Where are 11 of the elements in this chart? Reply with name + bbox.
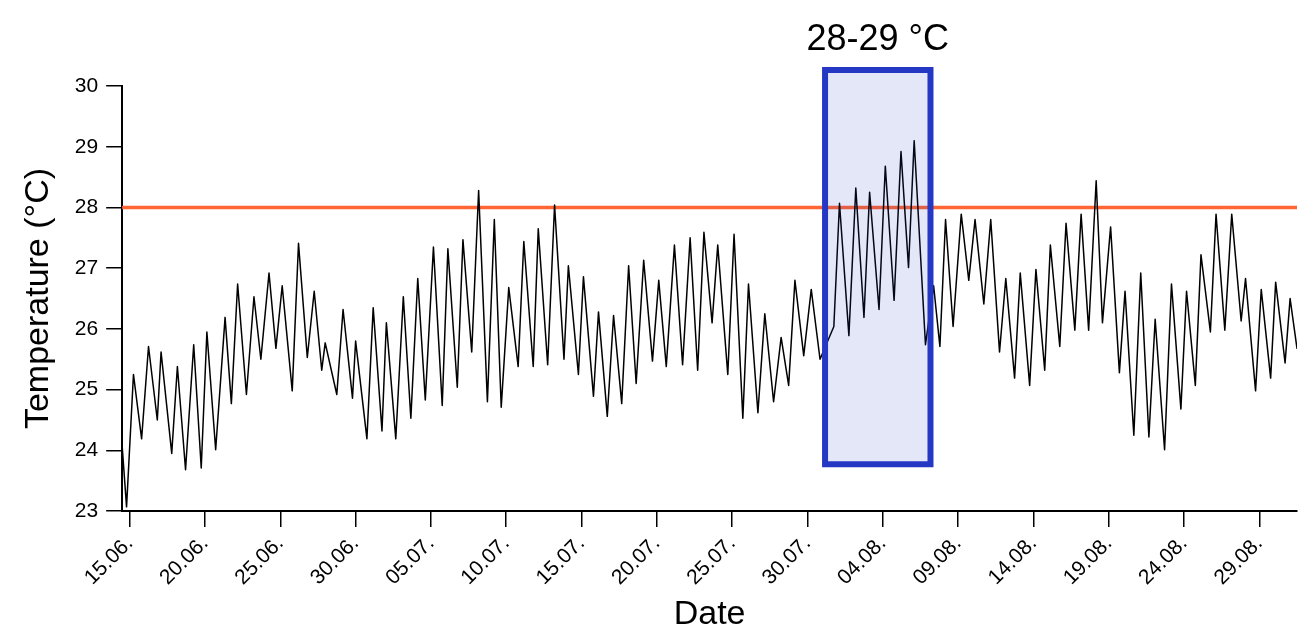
x-axis-title: Date — [673, 592, 746, 631]
band-label: 28-29 °C — [806, 16, 950, 58]
y-tick-label: 25 — [74, 376, 99, 400]
y-tick-label: 23 — [74, 497, 99, 521]
y-tick-label: 28 — [74, 194, 99, 218]
y-tick-label: 26 — [74, 315, 99, 339]
y-tick-label: 29 — [74, 133, 99, 157]
y-tick-label: 30 — [74, 72, 99, 96]
y-tick-label: 27 — [74, 254, 99, 278]
y-axis-title: Temperature (°C) — [16, 167, 55, 430]
y-tick-label: 24 — [74, 437, 99, 461]
